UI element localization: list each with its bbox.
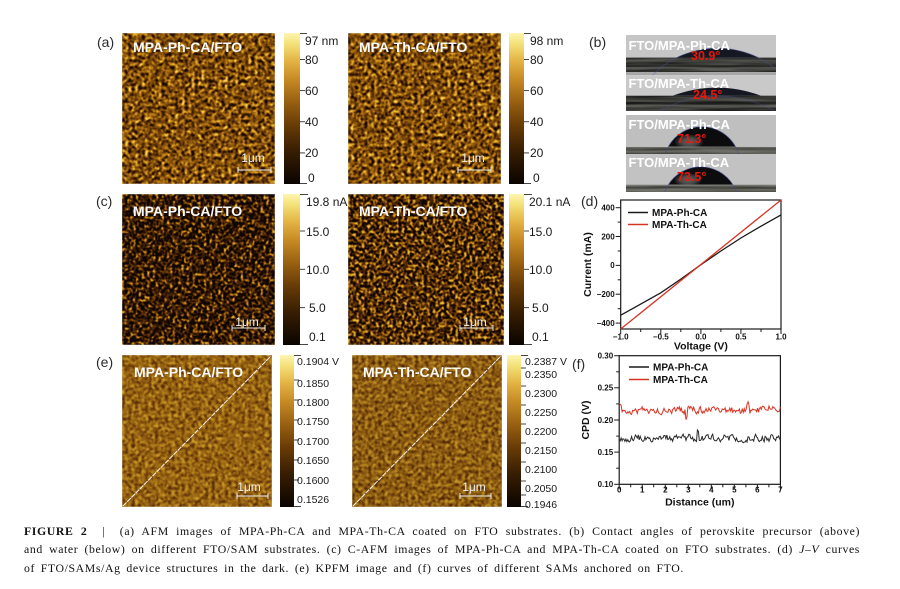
- svg-text:3: 3: [686, 486, 691, 495]
- svg-text:1: 1: [640, 486, 645, 495]
- svg-text:0.25: 0.25: [598, 384, 614, 393]
- svg-text:0: 0: [610, 261, 615, 270]
- svg-text:0: 0: [617, 486, 622, 495]
- svg-text:400: 400: [601, 204, 615, 213]
- svg-text:4: 4: [709, 486, 714, 495]
- svg-text:MPA-Th-CA: MPA-Th-CA: [653, 375, 708, 386]
- svg-text:MPA-Ph-CA: MPA-Ph-CA: [652, 208, 707, 219]
- svg-text:0.30: 0.30: [598, 352, 614, 361]
- svg-text:MPA-Th-CA: MPA-Th-CA: [652, 220, 707, 231]
- svg-text:Distance (um): Distance (um): [665, 497, 734, 509]
- svg-text:0.15: 0.15: [598, 448, 614, 457]
- svg-text:0.20: 0.20: [598, 416, 614, 425]
- svg-text:−0.5: −0.5: [653, 333, 669, 342]
- svg-text:Current (mA): Current (mA): [582, 232, 594, 297]
- svg-text:CPD (V): CPD (V): [580, 400, 592, 439]
- svg-text:MPA-Ph-CA: MPA-Ph-CA: [653, 363, 708, 374]
- svg-text:200: 200: [601, 232, 615, 241]
- svg-text:5: 5: [732, 486, 737, 495]
- svg-text:0.5: 0.5: [735, 333, 747, 342]
- svg-text:0.10: 0.10: [598, 480, 614, 489]
- svg-text:7: 7: [778, 486, 783, 495]
- svg-text:Voltage (V): Voltage (V): [674, 341, 728, 353]
- svg-text:0.0: 0.0: [695, 333, 707, 342]
- svg-text:2: 2: [663, 486, 668, 495]
- svg-text:−1.0: −1.0: [613, 333, 629, 342]
- svg-text:−400: −400: [597, 319, 616, 328]
- svg-text:−200: −200: [597, 290, 616, 299]
- svg-text:1.0: 1.0: [775, 333, 787, 342]
- svg-text:6: 6: [755, 486, 760, 495]
